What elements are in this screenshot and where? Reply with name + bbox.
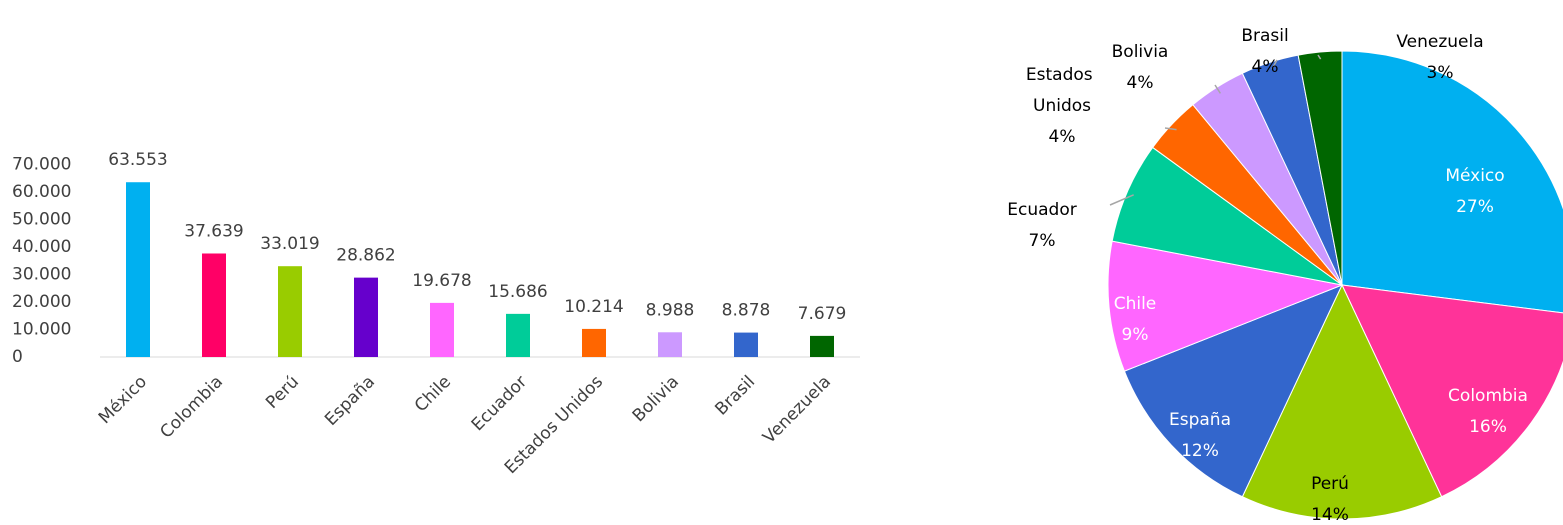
slice-percent: 27% [1456, 197, 1494, 217]
slice-label: Chile [1114, 294, 1157, 314]
slice-percent: 3% [1427, 63, 1454, 83]
bar [810, 335, 834, 357]
pie-slice [1297, 50, 1343, 286]
slice-label: Venezuela [1396, 32, 1483, 52]
pie-slice [1107, 240, 1344, 372]
pie-slice [1341, 50, 1563, 314]
slice-label: Brasil [1241, 26, 1288, 46]
slice-label: Ecuador [1007, 200, 1076, 220]
x-tick-label: México [95, 372, 151, 428]
data-label: 37.639 [184, 221, 243, 241]
x-tick-label: Brasil [711, 372, 759, 420]
slice-percent: 12% [1181, 441, 1219, 461]
slice-percent: 9% [1122, 325, 1149, 345]
slice-label: Perú [1311, 474, 1349, 494]
bar [582, 328, 606, 357]
x-tick-label: España [321, 372, 379, 430]
slice-percent: 14% [1311, 505, 1349, 525]
data-label: 15.686 [488, 282, 547, 302]
leader-line [1214, 84, 1222, 94]
leader-line [1164, 127, 1177, 131]
bar [430, 302, 454, 357]
bar [658, 332, 682, 357]
data-label: 28.862 [336, 246, 395, 266]
x-tick-label: Perú [262, 372, 303, 413]
bar [278, 266, 302, 357]
bar [126, 182, 150, 357]
y-tick-label: 30.000 [12, 265, 71, 285]
pie-slice [1241, 283, 1443, 520]
data-label: 7.679 [798, 304, 847, 324]
data-label: 10.214 [564, 297, 623, 317]
bar [354, 277, 378, 357]
y-tick-label: 20.000 [12, 292, 71, 312]
slice-percent: 4% [1252, 57, 1279, 77]
leader-line [1271, 59, 1278, 70]
data-label: 33.019 [260, 234, 319, 254]
slice-label: España [1169, 410, 1231, 430]
x-tick-label: Bolivia [629, 372, 683, 426]
slice-label: Estados Unidos [1026, 65, 1098, 116]
leader-line [1109, 194, 1134, 206]
pie-slice [1341, 284, 1563, 498]
y-tick-label: 10.000 [12, 320, 71, 340]
y-tick-label: 0 [12, 347, 23, 367]
bar [734, 332, 758, 357]
pie-slice [1111, 146, 1343, 286]
x-tick-label: Chile [411, 372, 455, 416]
label-line: Estados [1026, 65, 1098, 85]
y-tick-label: 50.000 [12, 210, 71, 230]
data-label: 8.878 [722, 301, 771, 321]
y-tick-label: 40.000 [12, 237, 71, 257]
pie-slice [1123, 284, 1343, 498]
y-tick-label: 60.000 [12, 182, 71, 202]
slice-label: Bolivia [1112, 42, 1169, 62]
x-tick-label: Colombia [156, 372, 227, 443]
slice-label: México [1445, 166, 1504, 186]
bar [202, 253, 226, 357]
x-tick-label: Venezuela [759, 372, 835, 448]
data-label: 63.553 [108, 150, 167, 170]
leader-line [1317, 54, 1322, 60]
slice-label: Colombia [1448, 386, 1528, 406]
bar [506, 313, 530, 357]
slice-percent: 7% [1029, 231, 1056, 251]
slice-percent: 16% [1469, 417, 1507, 437]
data-label: 8.988 [646, 300, 695, 320]
data-label: 19.678 [412, 271, 471, 291]
x-tick-label: Ecuador [468, 372, 531, 435]
slice-percent: 4% [1049, 127, 1076, 147]
label-line: Unidos [1033, 96, 1091, 116]
slice-percent: 4% [1127, 73, 1154, 93]
y-tick-label: 70.000 [12, 155, 71, 175]
